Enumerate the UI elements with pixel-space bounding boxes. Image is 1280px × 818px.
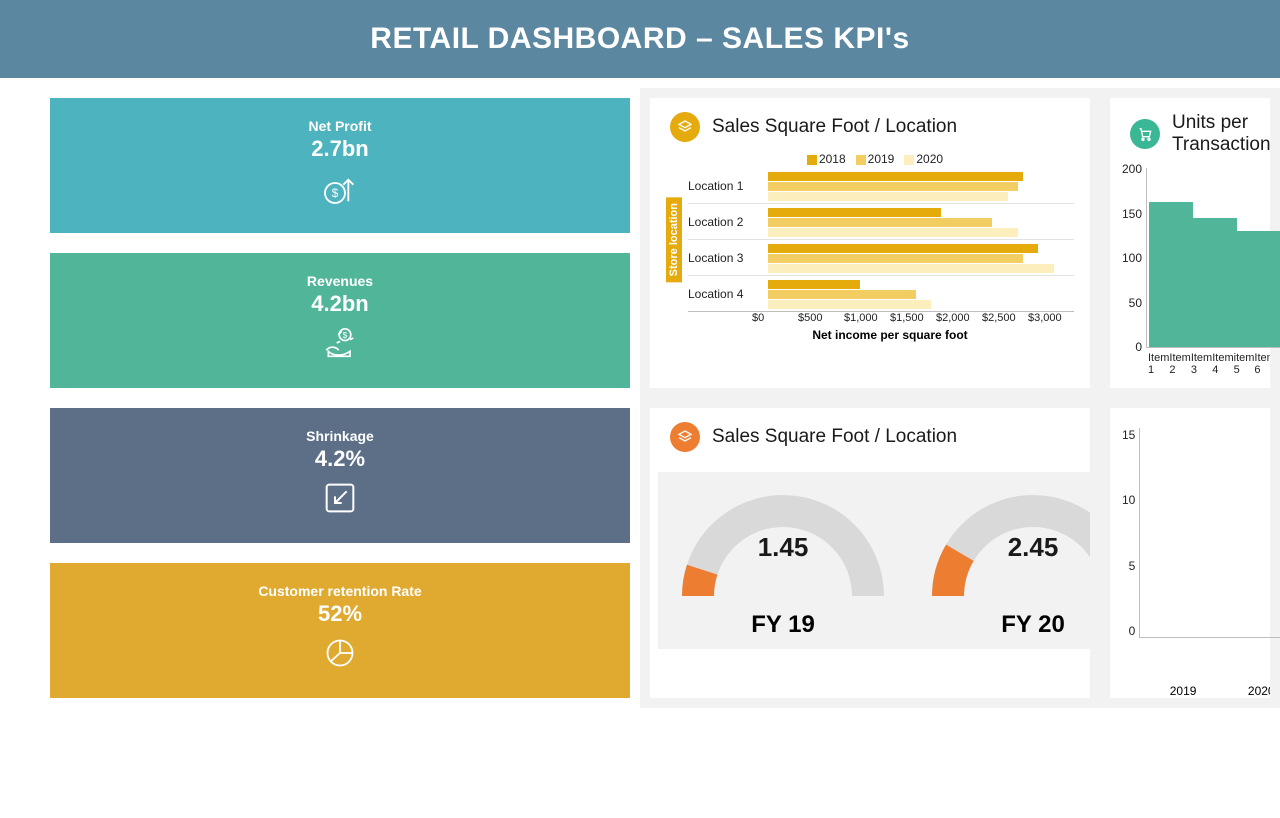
svg-text:$: $	[343, 330, 348, 340]
bar	[768, 208, 941, 217]
tick-label: 50	[1129, 296, 1142, 310]
gauge-value: 2.45	[918, 532, 1148, 563]
stacked-area	[1139, 428, 1280, 638]
y-axis-label: Store location	[666, 197, 682, 282]
bar	[768, 192, 1008, 201]
tick-label: 15	[1122, 428, 1135, 442]
tick-label: Item 4	[1212, 352, 1233, 376]
revenue-icon: $	[320, 323, 360, 368]
gauge: 1.45 FY 19	[658, 472, 908, 649]
kpi-value: 52%	[318, 601, 362, 627]
bar	[768, 300, 931, 309]
tick-label: $0	[752, 312, 798, 324]
gauge-label: FY 19	[668, 611, 898, 639]
gauge-value: 1.45	[668, 532, 898, 563]
tick-label: $1,000	[844, 312, 890, 324]
tick-label: 150	[1122, 207, 1142, 221]
tick-label: 100	[1122, 251, 1142, 265]
bar	[1149, 202, 1193, 347]
hbar-row: Location 1	[688, 168, 1074, 204]
bar	[768, 172, 1023, 181]
hbar-rows: Location 1 Location 2 Location 3 Location 4	[682, 168, 1074, 312]
bar	[1193, 218, 1237, 347]
tick-label: $2,000	[936, 312, 982, 324]
cart-icon	[1130, 119, 1160, 149]
tick-label: 0	[1129, 624, 1136, 638]
tick-label: 200	[1122, 162, 1142, 176]
tick-label: Item 6	[1254, 352, 1275, 376]
legend-label: 2018	[819, 152, 846, 166]
card-units-per-transaction: Units per Transaction 200 150 100 50 0 Item …	[1110, 98, 1270, 388]
bar	[1237, 231, 1280, 347]
kpi-card: Customer retention Rate 52%	[50, 563, 630, 698]
tick-label: $500	[798, 312, 844, 324]
kpi-card: Revenues 4.2bn $	[50, 253, 630, 388]
legend-label: 2019	[868, 152, 895, 166]
kpi-card: Net Profit 2.7bn $	[50, 98, 630, 233]
bar	[768, 290, 916, 299]
kpi-title: Customer retention Rate	[258, 583, 421, 599]
kpi-card: Shrinkage 4.2%	[50, 408, 630, 543]
card-sales-sqft: Sales Square Foot / Location 2018 2019 202…	[650, 98, 1090, 388]
card-title-gauges: Sales Square Foot / Location	[712, 426, 957, 448]
profit-icon: $	[320, 168, 360, 213]
layers-icon	[670, 112, 700, 142]
kpi-title: Shrinkage	[306, 428, 374, 444]
tick-label: $3,000	[1028, 312, 1074, 324]
x-axis-ticks: $0$500$1,000$1,500$2,000$2,500$3,000	[752, 312, 1074, 324]
tick-label: 2020	[1248, 684, 1275, 698]
bar	[768, 254, 1023, 263]
legend-label: 2020	[916, 152, 943, 166]
x-axis-label: Net income per square foot	[706, 328, 1074, 342]
header: RETAIL DASHBOARD – SALES KPI's	[0, 0, 1280, 78]
tick-label: item 5	[1234, 352, 1255, 376]
page-title: RETAIL DASHBOARD – SALES KPI's	[370, 22, 909, 56]
kpi-title: Net Profit	[309, 118, 372, 134]
gauges-row: 1.45 FY 19 2.45 FY 20	[650, 458, 1090, 659]
bar	[768, 228, 1018, 237]
tick-label: 10	[1122, 493, 1135, 507]
tick-label: Item 1	[1148, 352, 1169, 376]
hbar-row: Location 4	[688, 276, 1074, 312]
tick-label: Item 3	[1191, 352, 1212, 376]
tick-label: 0	[1135, 340, 1142, 354]
kpi-sidebar: Net Profit 2.7bn $ Revenues 4.2bn $ Shri…	[50, 98, 630, 698]
shrink-icon	[320, 478, 360, 523]
bar	[768, 280, 860, 289]
bar	[768, 264, 1054, 273]
tick-label: Item 2	[1169, 352, 1190, 376]
dashboard-grid: Sales Square Foot / Location 2018 2019 202…	[0, 78, 1280, 700]
tick-label: 2019	[1170, 684, 1197, 698]
hbar-row: Location 2	[688, 204, 1074, 240]
x-axis-ticks: 2019 2020	[1144, 676, 1280, 698]
pie-icon	[320, 633, 360, 678]
hbar-row: Location 3	[688, 240, 1074, 276]
card-title-units: Units per Transaction	[1172, 112, 1271, 156]
card-title-sqft: Sales Square Foot / Location	[712, 116, 957, 138]
layers-icon	[670, 422, 700, 452]
kpi-value: 4.2bn	[311, 291, 368, 317]
kpi-value: 2.7bn	[311, 136, 368, 162]
kpi-value: 4.2%	[315, 446, 365, 472]
bar	[768, 244, 1038, 253]
svg-text:$: $	[332, 187, 339, 200]
kpi-title: Revenues	[307, 273, 373, 289]
row-label: Location 3	[688, 251, 768, 265]
bar	[768, 218, 992, 227]
row-label: Location 4	[688, 287, 768, 301]
row-label: Location 2	[688, 215, 768, 229]
card-gauges: Sales Square Foot / Location 1.45 FY 19 …	[650, 408, 1090, 698]
row-label: Location 1	[688, 179, 768, 193]
chart-legend: 2018 2019 2020	[666, 152, 1074, 166]
bar-chart-area	[1146, 168, 1280, 348]
tick-label: $1,500	[890, 312, 936, 324]
y-axis-ticks: 200 150 100 50 0	[1122, 162, 1146, 354]
x-axis-ticks: Item 1Item 2Item 3Item 4item 5Item 6	[1148, 348, 1258, 376]
tick-label: $2,500	[982, 312, 1028, 324]
bar	[768, 182, 1018, 191]
